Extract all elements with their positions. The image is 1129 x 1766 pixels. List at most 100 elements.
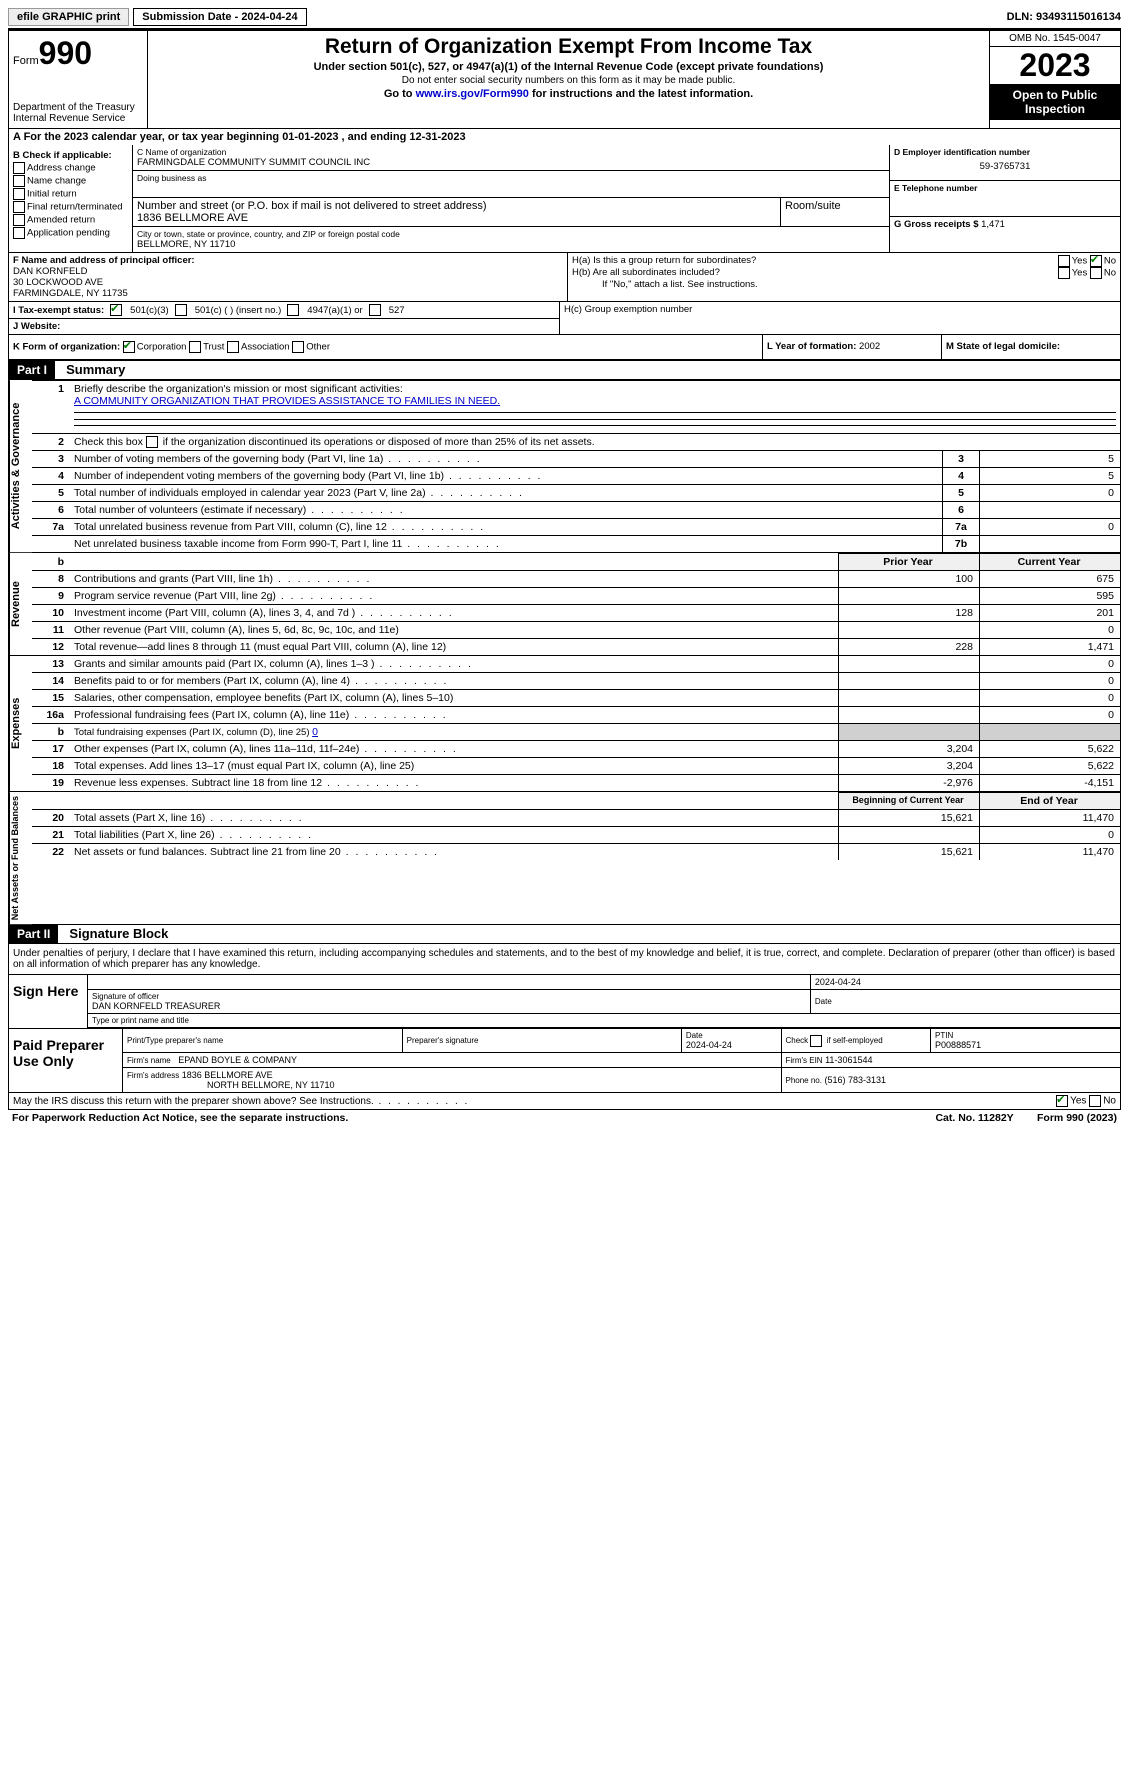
cat-no: Cat. No. 11282Y [935,1112,1013,1124]
hb-note: If "No," attach a list. See instructions… [572,279,1116,290]
box-c: C Name of organizationFARMINGDALE COMMUN… [133,145,889,252]
checkbox-hb-no[interactable] [1090,267,1102,279]
checkbox-name-change[interactable] [13,175,25,187]
line-3: Number of voting members of the governin… [70,451,943,468]
checkbox-501c[interactable] [175,304,187,316]
form-subtitle: Under section 501(c), 527, or 4947(a)(1)… [152,61,985,73]
officer-name: DAN KORNFELD [13,266,563,277]
line-21: Total liabilities (Part X, line 26) [70,827,839,844]
hdr-prior: Prior Year [839,554,980,571]
phone-label: E Telephone number [894,183,1116,193]
checkbox-discuss-no[interactable] [1089,1095,1101,1107]
side-expenses: Expenses [9,656,32,791]
form-header: Form990 Department of the Treasury Inter… [8,30,1121,129]
officer-value: DAN KORNFELD TREASURER [92,1001,806,1011]
date-label: Date [815,997,1116,1006]
form-footer: Form 990 (2023) [1037,1112,1117,1124]
part2-label: Part II [9,925,58,943]
line-6-value [980,502,1121,519]
line-18: Total expenses. Add lines 13–17 (must eq… [70,758,839,775]
checkbox-527[interactable] [369,304,381,316]
form990-link[interactable]: www.irs.gov/Form990 [416,88,529,100]
dba-label: Doing business as [137,173,885,183]
hc-label: H(c) Group exemption number [564,304,692,315]
q1-label: Briefly describe the organization's miss… [74,383,403,395]
efile-print-button[interactable]: efile GRAPHIC print [8,8,129,26]
dln: DLN: 93493115016134 [1007,11,1121,23]
checkbox-trust[interactable] [189,341,201,353]
ha-label: H(a) Is this a group return for subordin… [572,255,756,267]
entity-block: B Check if applicable: Address change Na… [8,145,1121,253]
tax-year: 2023 [990,47,1120,84]
side-revenue: Revenue [9,553,32,655]
prep-sig-label: Preparer's signature [402,1029,681,1053]
line-10: Investment income (Part VIII, column (A)… [70,605,839,622]
ij-row: I Tax-exempt status: 501(c)(3) 501(c) ( … [8,302,1121,335]
gross-value: 1,471 [981,219,1005,230]
ein-value: 59-3765731 [894,157,1116,176]
website-label: J Website: [13,321,60,332]
line-8: Contributions and grants (Part VIII, lin… [70,571,839,588]
type-name-label: Type or print name and title [88,1014,1120,1028]
line-16b: Total fundraising expenses (Part IX, col… [70,724,839,741]
firm-addr1: 1836 BELLMORE AVE [182,1070,273,1080]
box-b: B Check if applicable: Address change Na… [9,145,133,252]
checkbox-application-pending[interactable] [13,227,25,239]
officer-city: FARMINGDALE, NY 11735 [13,288,563,299]
checkbox-amended[interactable] [13,214,25,226]
line-17: Other expenses (Part IX, column (A), lin… [70,741,839,758]
q2-label: Check this box if the organization disco… [74,436,595,448]
checkbox-other[interactable] [292,341,304,353]
box-b-label: B Check if applicable: [13,150,128,161]
line-12: Total revenue—add lines 8 through 11 (mu… [70,639,839,656]
signature-block: Under penalties of perjury, I declare th… [8,944,1121,1093]
checkbox-discuss-yes[interactable] [1056,1095,1068,1107]
print-name-label: Print/Type preparer's name [123,1029,402,1053]
prep-date: 2024-04-24 [686,1040,777,1050]
side-netassets: Net Assets or Fund Balances [9,792,32,924]
part1-header: Part I Summary [8,361,1121,380]
checkbox-4947[interactable] [287,304,299,316]
org-name: FARMINGDALE COMMUNITY SUMMIT COUNCIL INC [137,157,885,168]
line-7b-value [980,536,1121,553]
line-6: Total number of volunteers (estimate if … [70,502,943,519]
checkbox-ha-no[interactable] [1090,255,1102,267]
hb-label: H(b) Are all subordinates included? [572,267,720,279]
mission-text: A COMMUNITY ORGANIZATION THAT PROVIDES A… [74,395,500,407]
self-employed-label: Check if self-employed [781,1029,931,1053]
sig-date: 2024-04-24 [810,975,1120,990]
dept-label: Department of the Treasury [13,102,143,113]
governance-section: Activities & Governance 1Briefly describ… [8,380,1121,553]
checkbox-address-change[interactable] [13,162,25,174]
line-7a-value: 0 [980,519,1121,536]
ein-label: D Employer identification number [894,147,1116,157]
line-5: Total number of individuals employed in … [70,485,943,502]
name-label: C Name of organization [137,147,885,157]
checkbox-self-employed[interactable] [810,1035,822,1047]
line-4-value: 5 [980,468,1121,485]
checkbox-final-return[interactable] [13,201,25,213]
room-label: Room/suite [785,200,885,212]
checkbox-501c3[interactable] [110,304,122,316]
goto-note: Go to www.irs.gov/Form990 for instructio… [152,88,985,100]
year-formation-value: 2002 [859,341,880,352]
street-label: Number and street (or P.O. box if mail i… [137,200,776,212]
firm-addr2: NORTH BELLMORE, NY 11710 [127,1080,335,1090]
line-3-value: 5 [980,451,1121,468]
line-7a: Total unrelated business revenue from Pa… [70,519,943,536]
sig-officer-label: Signature of officer [92,992,806,1001]
submission-date: Submission Date - 2024-04-24 [133,8,306,26]
part1-label: Part I [9,361,55,379]
checkbox-discontinued[interactable] [146,436,158,448]
tax-status-label: I Tax-exempt status: [13,305,104,316]
checkbox-corp[interactable] [123,341,135,353]
checkbox-hb-yes[interactable] [1058,267,1070,279]
firm-ein-value: 11-3061544 [825,1055,872,1065]
klm-row: K Form of organization: Corporation Trus… [8,335,1121,361]
line-19: Revenue less expenses. Subtract line 18 … [70,775,839,792]
checkbox-ha-yes[interactable] [1058,255,1070,267]
firm-name-value: EPAND BOYLE & COMPANY [178,1055,297,1065]
line-11: Other revenue (Part VIII, column (A), li… [70,622,839,639]
checkbox-assoc[interactable] [227,341,239,353]
checkbox-initial-return[interactable] [13,188,25,200]
